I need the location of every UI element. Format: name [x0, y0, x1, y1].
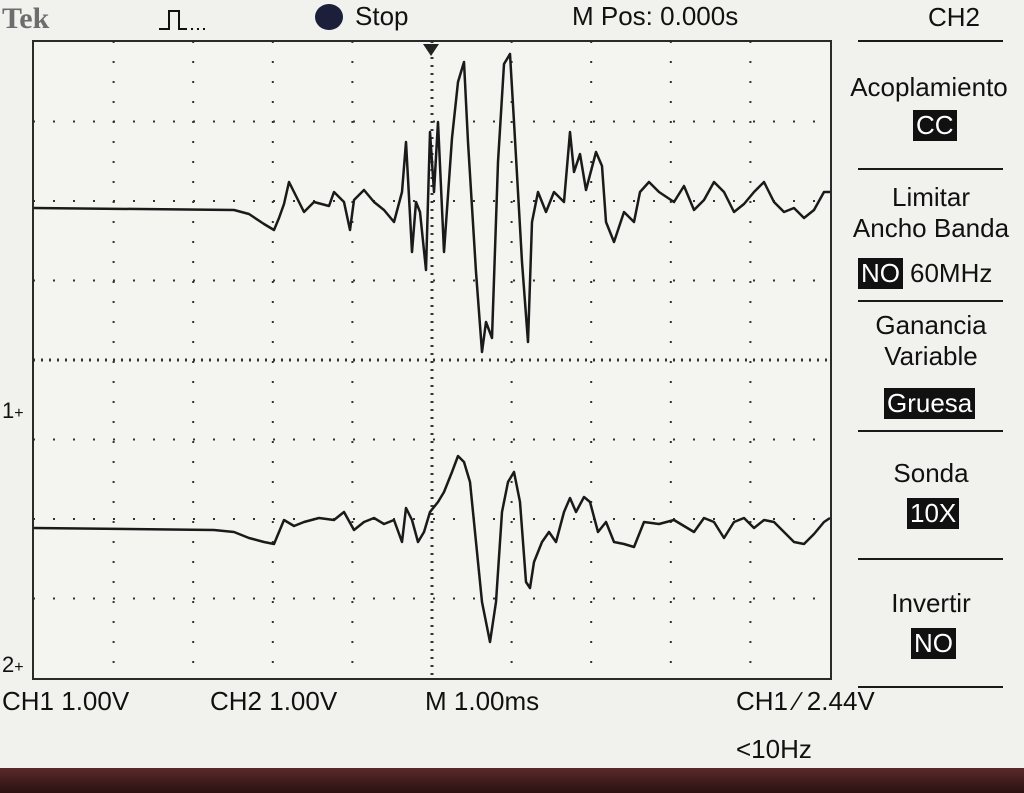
menu-divider — [858, 558, 1003, 560]
probe-value[interactable]: 10X — [907, 498, 960, 529]
menu-divider — [858, 168, 1003, 170]
probe-label: Sonda — [893, 458, 969, 488]
ch2-waveform — [33, 454, 831, 644]
frequency-readout: <10Hz — [736, 734, 812, 764]
invert-value[interactable]: NO — [911, 628, 956, 659]
menu-divider — [858, 300, 1003, 302]
ch1-marker-label: 1 — [2, 398, 15, 423]
bandwidth-limit-label: Limitar Ancho Banda — [852, 182, 1010, 244]
bezel-edge — [0, 768, 1024, 793]
ch2-marker-label: 2 — [2, 652, 15, 677]
ch1-scale: CH1 1.00V — [2, 686, 130, 716]
coupling-value[interactable]: CC — [913, 110, 957, 141]
run-state-label: Stop — [355, 1, 409, 31]
ch1-ground-marker: 1+ — [2, 398, 24, 423]
waveform-display — [32, 40, 832, 680]
bandwidth-limit-suffix: 60MHz — [910, 258, 993, 288]
graticule — [33, 42, 831, 678]
trigger-position-icon — [423, 44, 439, 56]
bandwidth-limit-value[interactable]: NO — [858, 258, 903, 289]
trigger-readout: CH1 ∕ 2.44V — [736, 686, 875, 716]
brand-logo: Tek — [2, 2, 50, 35]
variable-gain-value[interactable]: Gruesa — [884, 388, 976, 419]
menu-divider — [858, 430, 1003, 432]
stop-status-icon — [315, 4, 343, 30]
ch2-scale: CH2 1.00V — [210, 686, 338, 716]
menu-divider — [858, 686, 1003, 688]
acquisition-mode-icon — [159, 10, 205, 30]
ch1-waveform — [33, 52, 830, 354]
variable-gain-label: Ganancia Variable — [875, 310, 987, 372]
horizontal-position-readout: M Pos: 0.000s — [572, 1, 739, 31]
timebase-readout: M 1.00ms — [425, 686, 540, 716]
ch2-ground-marker: 2+ — [2, 652, 24, 677]
invert-label: Invertir — [891, 588, 971, 618]
coupling-label: Acoplamiento — [850, 72, 1008, 102]
menu-divider — [858, 40, 1003, 42]
menu-channel-title: CH2 — [928, 2, 981, 32]
